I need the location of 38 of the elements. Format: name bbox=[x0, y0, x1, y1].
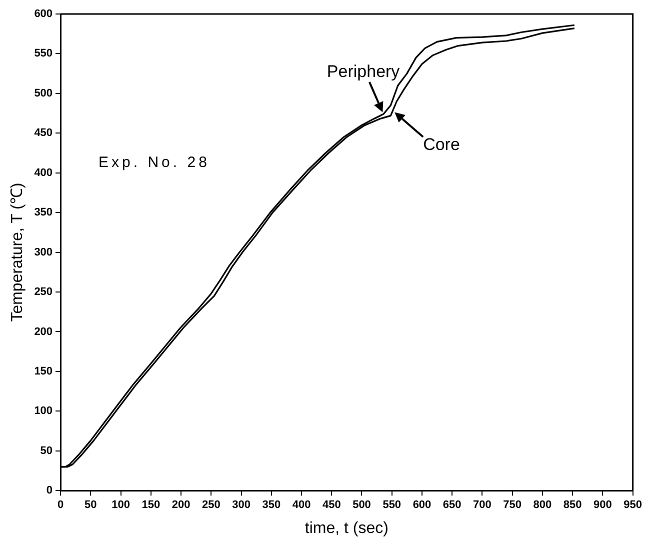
x-tick-label: 500 bbox=[352, 499, 371, 512]
x-tick-label: 400 bbox=[292, 499, 311, 512]
x-tick-label: 750 bbox=[503, 499, 522, 512]
x-tick-label: 100 bbox=[112, 499, 130, 512]
y-tick-label: 400 bbox=[34, 166, 53, 179]
y-tick-label: 350 bbox=[34, 206, 53, 219]
annotation: Exp. No. 28 bbox=[98, 154, 210, 171]
y-tick-label: 50 bbox=[40, 444, 53, 457]
x-tick-label: 850 bbox=[563, 499, 582, 512]
x-tick-label: 600 bbox=[412, 499, 432, 512]
y-tick-label: 250 bbox=[34, 286, 53, 298]
y-axis-title: Temperature, T (℃) bbox=[9, 182, 26, 322]
y-tick-label: 150 bbox=[34, 365, 53, 378]
x-tick-label: 250 bbox=[202, 499, 220, 512]
x-tick-label: 50 bbox=[84, 499, 97, 512]
y-tick-label: 500 bbox=[34, 87, 53, 100]
x-tick-label: 700 bbox=[473, 499, 492, 512]
x-tick-label: 0 bbox=[57, 499, 64, 512]
annotation: Periphery bbox=[326, 62, 400, 82]
x-tick-label: 950 bbox=[624, 499, 642, 512]
x-tick-label: 350 bbox=[262, 499, 281, 512]
x-tick-label: 300 bbox=[232, 499, 250, 512]
annotation: Core bbox=[423, 134, 460, 155]
y-tick-label: 300 bbox=[34, 246, 53, 258]
y-tick-label: 0 bbox=[46, 484, 53, 497]
x-tick-label: 800 bbox=[533, 499, 552, 512]
y-tick-label: 450 bbox=[34, 127, 53, 140]
y-tick-label: 200 bbox=[34, 326, 53, 338]
y-tick-label: 550 bbox=[34, 48, 53, 60]
x-tick-label: 900 bbox=[594, 499, 612, 512]
x-tick-label: 150 bbox=[142, 499, 160, 512]
x-axis-title: time, t (sec) bbox=[304, 520, 388, 537]
x-tick-label: 450 bbox=[322, 499, 341, 512]
y-tick-label: 600 bbox=[34, 8, 53, 20]
y-tick-label: 100 bbox=[34, 405, 53, 418]
x-tick-label: 200 bbox=[172, 499, 190, 512]
x-tick-label: 650 bbox=[442, 499, 462, 512]
x-tick-label: 550 bbox=[382, 499, 402, 512]
